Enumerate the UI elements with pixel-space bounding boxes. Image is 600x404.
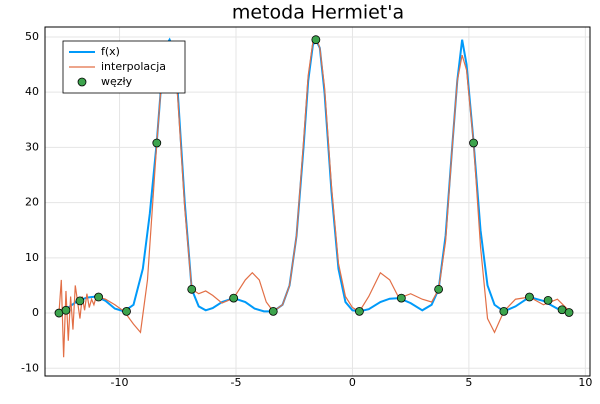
node-point: [355, 306, 364, 316]
node-point: [94, 292, 103, 302]
node-point: [152, 138, 162, 148]
node-point: [122, 306, 131, 316]
x-tick-label: 10: [578, 376, 592, 389]
y-tick-label: 30: [25, 140, 39, 153]
x-tick-label: -5: [230, 376, 241, 389]
x-tick-label: 0: [349, 376, 356, 389]
legend-marker: [77, 77, 87, 87]
node-point: [396, 293, 406, 303]
legend-label: interpolacja: [101, 60, 166, 73]
node-point: [499, 306, 509, 316]
chart-title: metoda Hermiet'a: [232, 2, 404, 24]
x-tick-label: 5: [465, 376, 472, 389]
x-tick-label: -10: [111, 376, 129, 389]
line: [58, 35, 572, 358]
y-tick-label: -10: [21, 361, 39, 374]
y-tick-label: 20: [25, 196, 39, 209]
node-point: [229, 293, 239, 303]
y-tick-label: 50: [25, 30, 39, 43]
y-tick-label: 10: [25, 251, 39, 264]
node-point: [61, 305, 71, 315]
plot-area: [54, 35, 574, 358]
node-point: [311, 35, 321, 45]
node-point: [564, 308, 574, 317]
node-point: [75, 296, 85, 306]
node-point: [525, 292, 534, 302]
node-point: [543, 295, 553, 305]
y-tick-label: 40: [25, 85, 39, 98]
plot-frame: [44, 26, 591, 377]
node-point: [268, 306, 278, 316]
legend-label: węzły: [101, 75, 133, 88]
y-tick-label: 0: [32, 306, 39, 319]
node-point: [469, 138, 478, 148]
node-point: [434, 284, 444, 294]
legend-label: f(x): [101, 45, 120, 58]
node-point: [187, 284, 197, 294]
